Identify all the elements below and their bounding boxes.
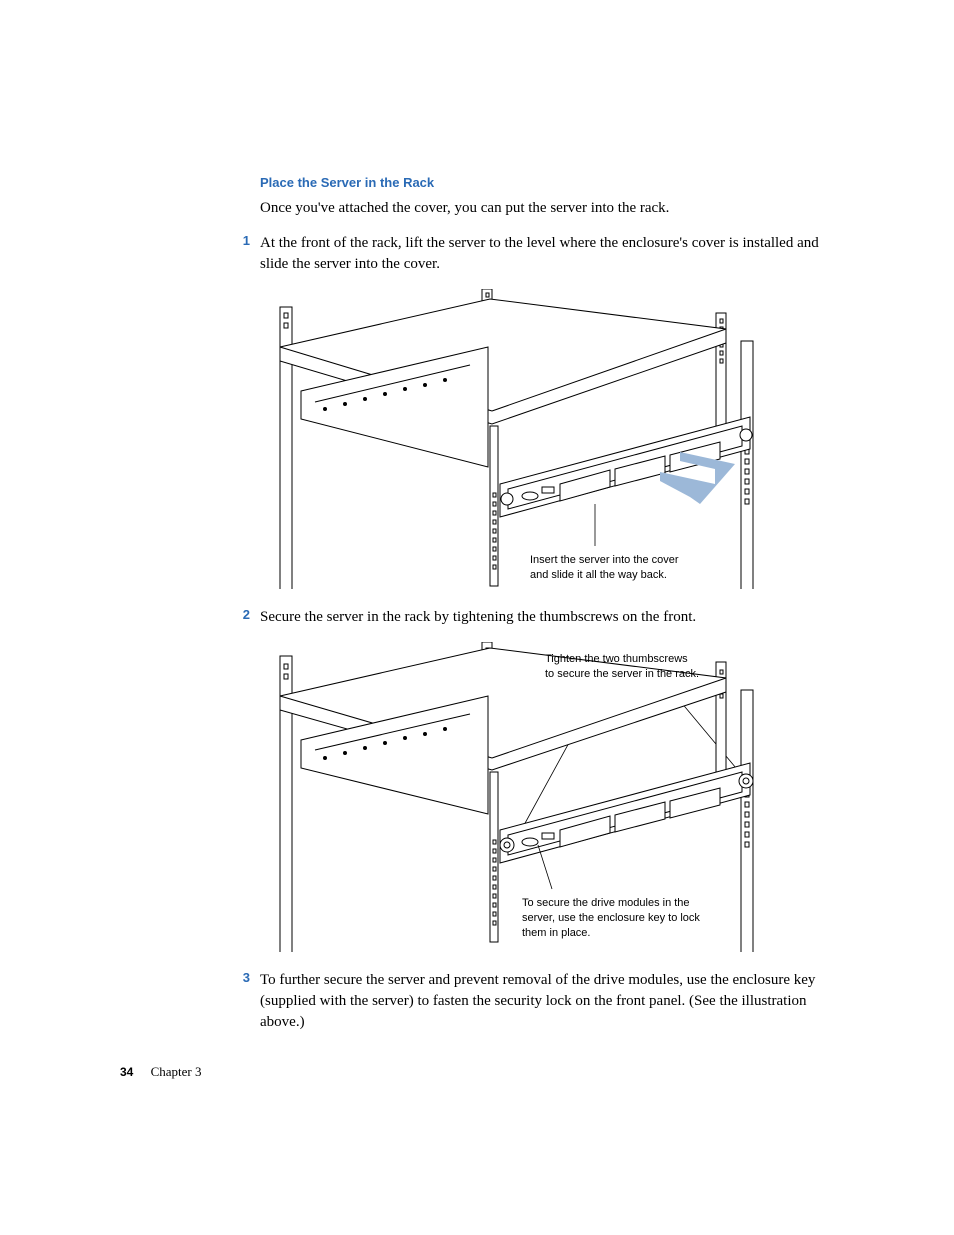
step-number: 3	[236, 970, 260, 1033]
step-number: 1	[236, 233, 260, 275]
document-page: Place the Server in the Rack Once you've…	[0, 0, 954, 1235]
section-title: Place the Server in the Rack	[260, 175, 840, 190]
step-2: 2 Secure the server in the rack by tight…	[260, 607, 840, 628]
intro-paragraph: Once you've attached the cover, you can …	[260, 198, 840, 219]
step-text: Secure the server in the rack by tighten…	[260, 607, 696, 628]
content-area: Place the Server in the Rack Once you've…	[260, 175, 840, 1033]
callout-line: Insert the server into the cover	[530, 554, 679, 566]
page-footer: 34 Chapter 3	[120, 1064, 202, 1080]
page-number: 34	[120, 1065, 133, 1079]
step-number: 2	[236, 607, 260, 628]
callout-line: and slide it all the way back.	[530, 569, 667, 581]
figure-2: Tighten the two thumbscrews to secure th…	[260, 642, 840, 952]
callout-line: them in place.	[522, 927, 590, 939]
step-text: At the front of the rack, lift the serve…	[260, 233, 840, 275]
step-3: 3 To further secure the server and preve…	[260, 970, 840, 1033]
callout-line: Tighten the two thumbscrews	[545, 653, 688, 665]
callout-line: to secure the server in the rack.	[545, 668, 699, 680]
figure1-callout: Insert the server into the cover and sli…	[530, 553, 679, 583]
callout-line: server, use the enclosure key to lock	[522, 912, 700, 924]
callout-line: To secure the drive modules in the	[522, 897, 690, 909]
figure2-callout-bottom: To secure the drive modules in the serve…	[522, 896, 700, 941]
chapter-label: Chapter 3	[151, 1064, 202, 1079]
step-1: 1 At the front of the rack, lift the ser…	[260, 233, 840, 275]
figure-1: Insert the server into the cover and sli…	[260, 289, 840, 589]
figure2-callout-top: Tighten the two thumbscrews to secure th…	[545, 652, 699, 682]
step-text: To further secure the server and prevent…	[260, 970, 840, 1033]
